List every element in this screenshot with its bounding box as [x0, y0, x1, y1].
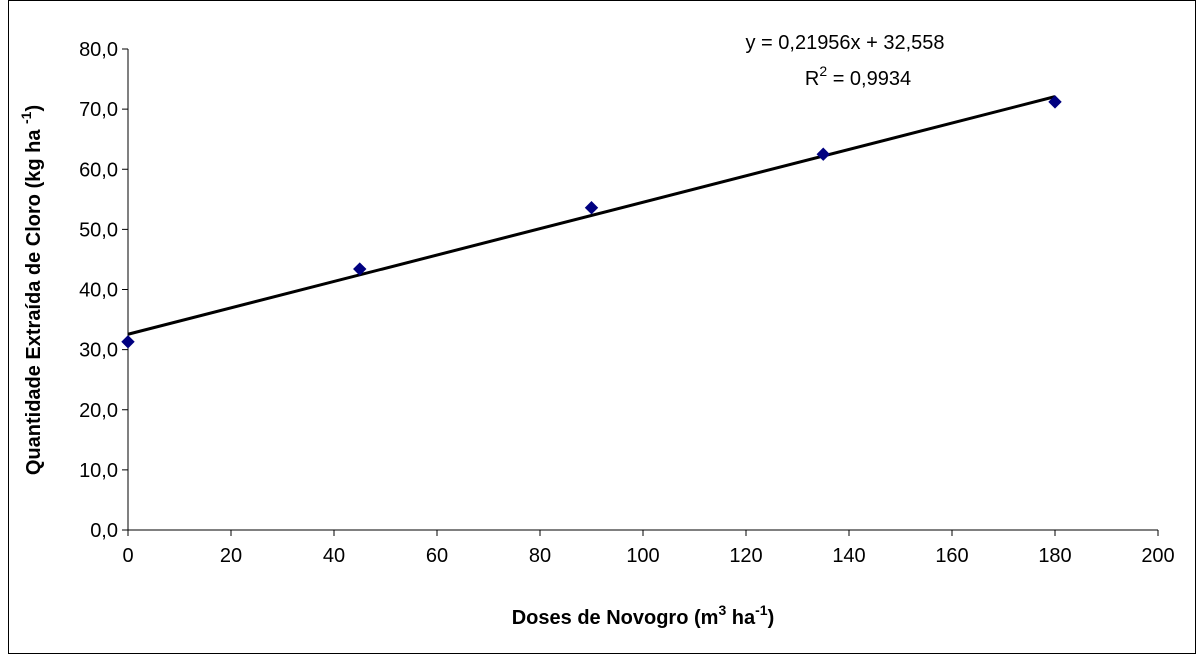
y-tick-label: 10,0: [79, 460, 118, 482]
trendline: [127, 95, 1056, 336]
y-tick-label: 20,0: [79, 400, 118, 422]
x-tick-label: 40: [323, 545, 345, 567]
y-tick-label: 40,0: [79, 280, 118, 302]
x-tick-label: 180: [1038, 545, 1071, 567]
x-axis-title: Doses de Novogro (m3 ha-1): [512, 602, 775, 629]
y-title-sup: -1: [18, 111, 34, 124]
x-tick-label: 200: [1141, 545, 1174, 567]
y-tick-label: 70,0: [79, 99, 118, 121]
x-tick-label: 80: [529, 545, 551, 567]
x-tick-label: 20: [220, 545, 242, 567]
y-tick-label: 0,0: [90, 520, 118, 542]
y-title-prefix: Quantidade Extraída de Cloro (kg ha: [23, 124, 45, 475]
y-tick-label: 80,0: [79, 39, 118, 61]
x-title-sup2: -1: [755, 602, 768, 618]
x-tick-label: 140: [832, 545, 865, 567]
x-tick-label: 100: [626, 545, 659, 567]
x-title-prefix: Doses de Novogro (m: [512, 607, 719, 629]
r2-superscript: 2: [819, 63, 827, 79]
y-tick-label: 30,0: [79, 340, 118, 362]
trendline-group: [127, 95, 1056, 336]
y-tick-label: 50,0: [79, 219, 118, 241]
data-point: [353, 262, 367, 276]
x-tick-label: 160: [935, 545, 968, 567]
data-points: [121, 95, 1062, 349]
x-tick-label: 120: [729, 545, 762, 567]
r2-value: = 0,9934: [827, 68, 911, 90]
x-tick-label: 60: [426, 545, 448, 567]
x-title-middle: ha: [726, 607, 756, 629]
y-title-suffix: ): [23, 105, 45, 112]
x-axis-ticks: 0 20 40 60 80 100 120 140 160 180 200: [122, 530, 1175, 567]
data-point: [584, 201, 599, 215]
y-axis-title: Quantidade Extraída de Cloro (kg ha -1): [18, 105, 45, 475]
trendline-equation: y = 0,21956x + 32,558: [745, 32, 944, 54]
y-tick-label: 60,0: [79, 159, 118, 181]
x-title-sup1: 3: [718, 602, 726, 618]
data-point: [1048, 95, 1062, 109]
axes: [127, 49, 1158, 531]
r-squared-label: R2 = 0,9934: [805, 63, 911, 90]
x-tick-label: 0: [122, 545, 133, 567]
chart-frame: [8, 0, 1196, 654]
r2-prefix: R: [805, 68, 819, 90]
x-title-suffix: ): [768, 607, 775, 629]
data-point: [816, 147, 830, 161]
data-point: [121, 335, 135, 349]
y-axis-ticks: 0,0 10,0 20,0 30,0 40,0 50,0 60,0 70,0 80,0: [79, 39, 128, 542]
